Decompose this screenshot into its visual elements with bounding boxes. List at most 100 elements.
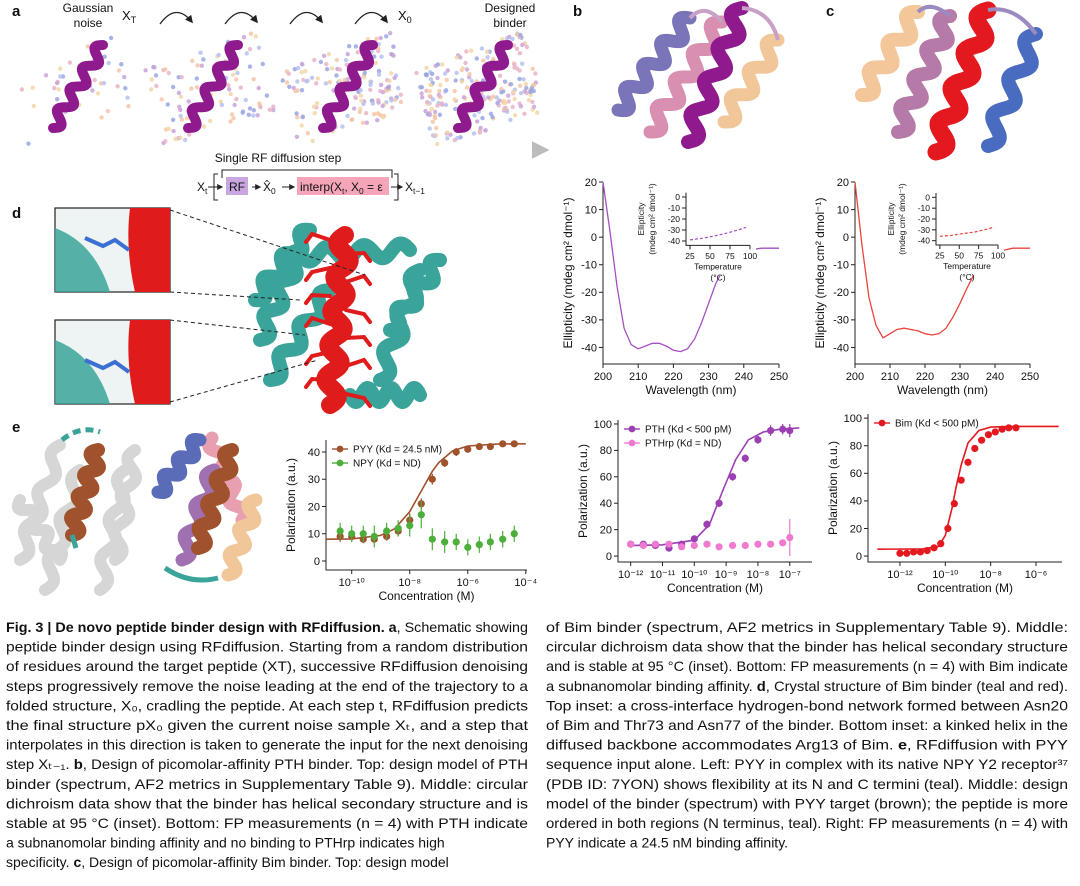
x-tick-label: 200 [594,371,612,383]
legend-label: PYY (Kd = 24.5 nM) [353,445,442,456]
noise-dot [182,137,188,143]
noise-dot [374,36,379,41]
caption-line: folded structure, X₀, cradling the pepti… [6,697,528,713]
x-tick-label: 210 [629,371,647,383]
side-chain [344,334,372,347]
noise-dot [445,136,450,141]
side-chain [304,231,332,244]
noise-dot [229,112,235,117]
noise-dot [115,84,120,89]
data-point [978,436,986,444]
noise-dot [526,97,532,103]
noise-dot [392,75,397,81]
noise-dot [380,90,386,95]
data-point [741,454,749,462]
data-point [703,520,711,528]
noise-dot [464,49,469,54]
data-point [486,538,494,546]
noise-dot [440,62,445,67]
noise-dot [199,63,204,68]
noise-dot [258,105,263,110]
data-point [475,442,483,451]
inset-red [128,208,170,292]
subscript: t [342,186,345,196]
helix [151,433,207,499]
x-tick-label: 75 [974,251,984,261]
legend-marker [336,445,344,453]
noise-dot [500,36,505,42]
noise-dot [195,63,200,68]
noise-dot [494,95,499,100]
x-tick-label: 10⁻¹⁰ [339,577,366,589]
data-point [690,541,698,550]
schematic-symbol: X0 [398,8,412,25]
noise-dot [474,56,479,61]
noise-dot [99,115,104,120]
noise-dot [149,77,154,82]
noise-dot [287,84,292,90]
noise-dot [194,85,200,90]
y-axis-label: (mdeg cm² dmol⁻¹) [647,183,657,255]
noise-dot [517,68,522,73]
caption-line: diffused backbone accommodates Arg13 of … [546,737,1069,753]
noise-dot [178,94,184,100]
data-point [428,475,436,483]
noise-dot [364,120,369,125]
noise-dot [435,62,441,67]
noise-dot [234,96,239,102]
symbol-part: X [197,180,205,194]
y-axis-label: Ellipticity (mdeg cm² dmol⁻¹) [813,197,827,348]
x-tick-label: 10⁻⁹ [715,569,738,581]
noise-dot [163,67,168,72]
noise-dot [108,35,114,41]
noise-dot [219,102,225,108]
noise-dot [523,81,528,87]
caption-line: (PDB ID: 7YON) shows flexibility at its … [546,776,1068,792]
y-tick-label: 10 [308,529,320,541]
symbol-part: interp(X [300,180,342,194]
noise-dot [153,73,159,78]
noise-dot [427,93,432,99]
schematic-symbol: Xt [197,180,208,196]
noise-dot [234,77,239,82]
noise-dot [294,111,299,116]
loop [688,6,780,41]
y-tick-label: -20 [918,214,931,224]
noise-dot [437,88,442,94]
y-tick-label: 0 [606,551,612,563]
noise-dot [518,104,524,109]
y-tick-label: 30 [308,474,320,486]
subscript: 0 [407,15,412,25]
noise-dot [398,92,403,98]
caption-line: stable at 95 °C (inset). Bottom: FP meas… [6,815,528,831]
noise-dot [368,87,373,93]
data-point [510,440,518,448]
noise-dot [299,123,304,128]
noise-dot [518,91,524,96]
subscript: 0 [271,186,276,196]
helix [927,1,997,161]
noise-dot [365,36,371,42]
symbol-part: X̂ [263,179,271,194]
x-tick-label: 100 [991,251,1005,261]
noise-dot [478,125,483,131]
y-tick-label: 60 [600,472,612,484]
y-tick-label: 80 [600,445,612,457]
x-axis-label: Concentration (M) [667,581,763,595]
noise-dot [517,83,523,89]
helix [263,283,337,387]
noise-dot [194,76,199,81]
caption-line: ordered in both regions (N terminus, tea… [546,815,1068,831]
noise-dot [464,67,470,72]
noise-dot [463,60,468,66]
noise-dot [517,76,522,82]
rf-label: RF [229,180,245,194]
y-tick-label: -30 [581,315,597,327]
y-tick-label: -20 [581,287,597,299]
noise-dot [432,113,437,119]
noise-dot [243,97,248,103]
noise-dot [528,92,533,98]
noise-dot [343,57,349,63]
